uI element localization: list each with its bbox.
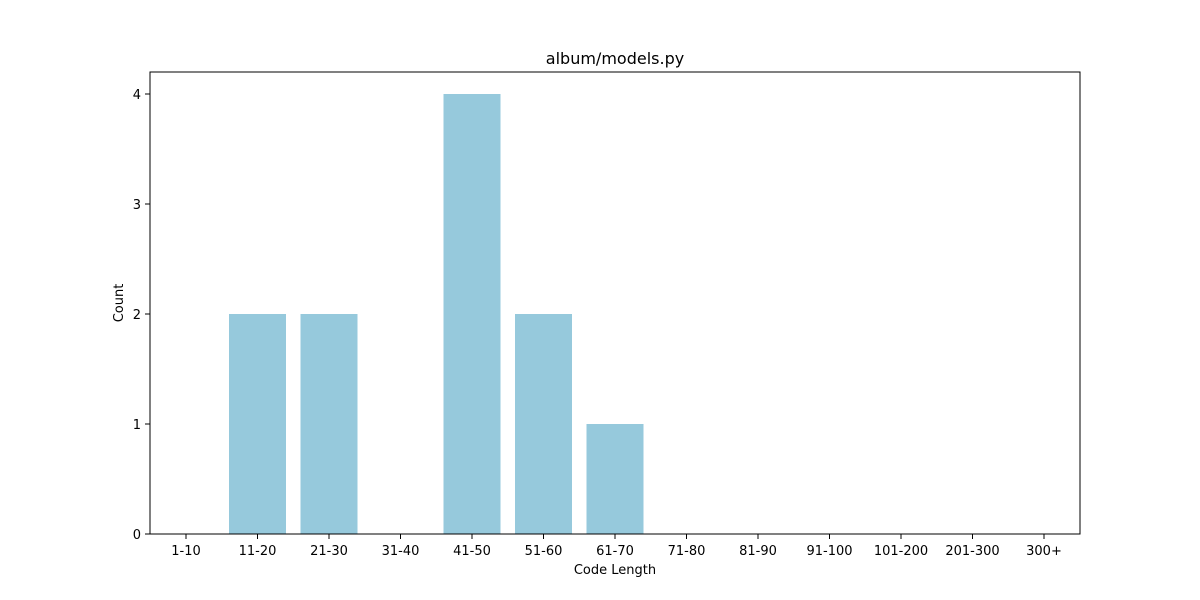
y-axis: 0 1 2 3 4 bbox=[133, 88, 150, 543]
bar-21-30 bbox=[300, 314, 358, 534]
bars bbox=[229, 94, 644, 534]
x-tick-label: 11-20 bbox=[239, 544, 277, 559]
x-tick-label: 41-50 bbox=[453, 544, 491, 559]
x-tick-label: 51-60 bbox=[525, 544, 563, 559]
x-tick-label: 1-10 bbox=[171, 544, 201, 559]
y-tick-label: 4 bbox=[133, 88, 141, 103]
y-tick-label: 2 bbox=[133, 308, 141, 323]
x-tick-label: 201-300 bbox=[945, 544, 999, 559]
bar-41-50 bbox=[443, 94, 501, 534]
x-axis-label: Code Length bbox=[574, 563, 656, 578]
y-tick-label: 1 bbox=[133, 418, 141, 433]
bar-11-20 bbox=[229, 314, 286, 534]
bar-51-60 bbox=[515, 314, 572, 534]
y-axis-label: Count bbox=[112, 284, 127, 323]
x-tick-label: 81-90 bbox=[739, 544, 777, 559]
x-tick-label: 101-200 bbox=[874, 544, 928, 559]
x-axis: 1-10 11-20 21-30 31-40 41-50 51-60 61-70 71-80 8… bbox=[171, 534, 1062, 559]
x-tick-label: 31-40 bbox=[382, 544, 420, 559]
x-tick-label: 300+ bbox=[1026, 544, 1062, 559]
x-tick-label: 91-100 bbox=[806, 544, 852, 559]
x-tick-label: 61-70 bbox=[596, 544, 634, 559]
chart-title: album/models.py bbox=[546, 49, 684, 68]
y-tick-label: 0 bbox=[133, 528, 141, 543]
x-tick-label: 21-30 bbox=[310, 544, 348, 559]
x-tick-label: 71-80 bbox=[668, 544, 706, 559]
y-tick-label: 3 bbox=[133, 198, 141, 213]
bar-61-70 bbox=[586, 424, 644, 534]
